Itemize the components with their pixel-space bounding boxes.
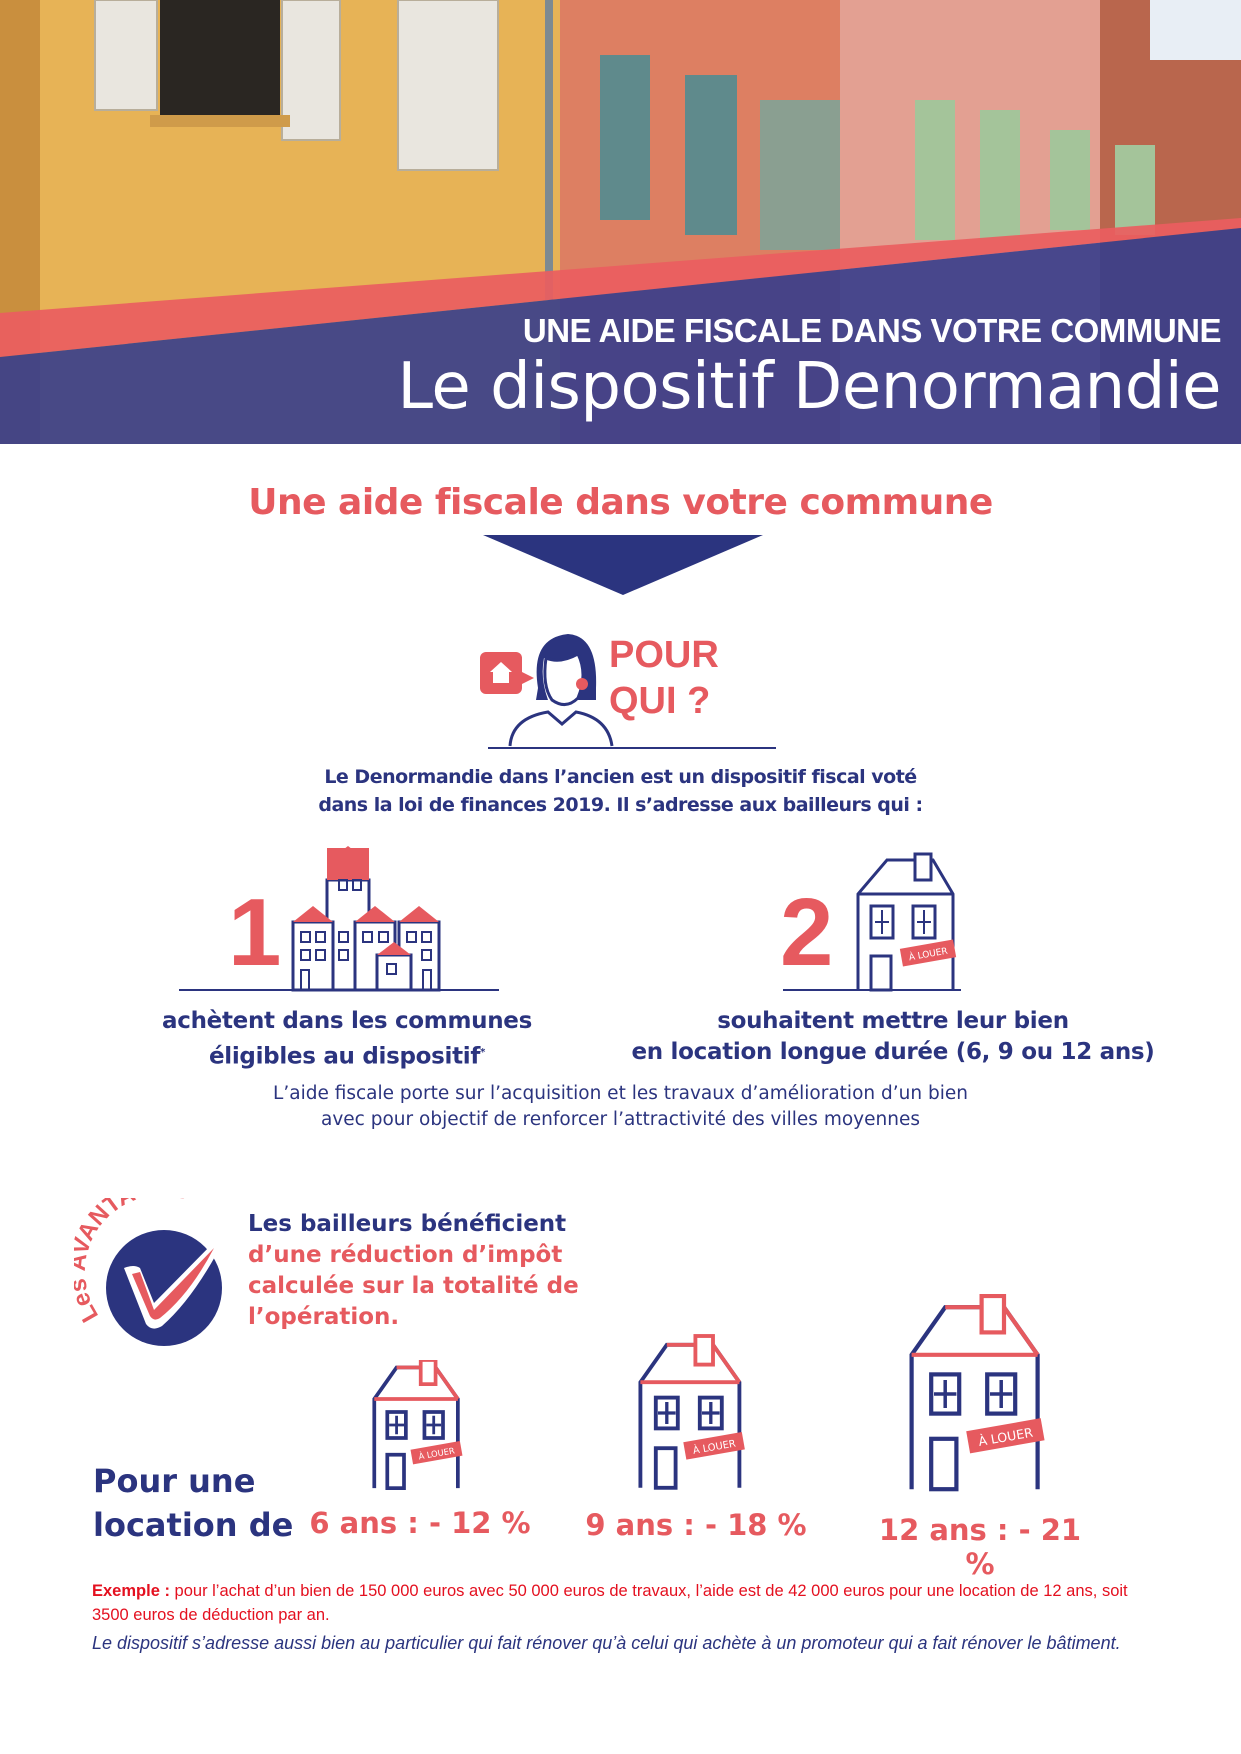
- rate-9-years: 9 ans : - 18 %: [585, 1508, 807, 1542]
- item-1-text: achètent dans les communes éligibles au …: [147, 1006, 547, 1073]
- avantages-line4: l’opération.: [248, 1304, 400, 1330]
- example-body: pour l’achat d’un bien de 150 000 euros …: [92, 1582, 1128, 1624]
- avantages-text: Les bailleurs bénéficient d’une réductio…: [248, 1209, 579, 1333]
- note-line2: avec pour objectif de renforcer l’attrac…: [321, 1109, 920, 1130]
- badge-text-les: Les: [74, 1277, 104, 1327]
- house-12-years-icon: À LOUER: [909, 1294, 1045, 1492]
- location-label-line2: location de: [93, 1506, 294, 1544]
- intro-line2: dans la loi de finances 2019. Il s’adres…: [318, 794, 923, 816]
- note-line1: L’aide fiscale porte sur l’acquisition e…: [273, 1083, 968, 1104]
- item-1-number: 1: [228, 879, 282, 986]
- item-2-line1: souhaitent mettre leur bien: [717, 1008, 1069, 1034]
- house-9-years-icon: À LOUER: [638, 1334, 745, 1490]
- location-label: Pour une location de: [93, 1459, 293, 1547]
- pour-qui-line2: QUI ?: [609, 680, 711, 722]
- house-for-rent-icon: À LOUER: [783, 852, 961, 992]
- item-2-text: souhaitent mettre leur bien en location …: [613, 1006, 1173, 1068]
- footnote-marker: *: [480, 1047, 486, 1058]
- example-label: Exemple :: [92, 1582, 170, 1600]
- example-text: Exemple : pour l’achat d’un bien de 150 …: [92, 1579, 1162, 1627]
- arrow-down-icon: [483, 535, 763, 595]
- intro-line1: Le Denormandie dans l’ancien est un disp…: [324, 766, 917, 788]
- town-buildings-icon: [179, 846, 499, 992]
- avantages-line2: d’une réduction d’impôt: [248, 1242, 563, 1268]
- avantages-check-badge: Les AVANTAGES: [74, 1198, 224, 1346]
- section-subtitle: Une aide fiscale dans votre commune: [248, 482, 993, 523]
- rate-6-years: 6 ans : - 12 %: [309, 1506, 531, 1540]
- aid-note: L’aide fiscale porte sur l’acquisition e…: [0, 1081, 1241, 1133]
- facade-photo: [0, 0, 1241, 444]
- item-2-number: 2: [780, 879, 834, 986]
- hero-kicker: UNE AIDE FISCALE DANS VOTRE COMMUNE: [522, 312, 1222, 349]
- item-2-line2: en location longue durée (6, 9 ou 12 ans…: [631, 1039, 1155, 1065]
- woman-speaking-icon: [480, 634, 776, 749]
- pour-qui-heading: POUR QUI ?: [609, 632, 719, 724]
- avantages-line1: Les bailleurs bénéficient: [248, 1211, 567, 1237]
- footer-note: Le dispositif s’adresse aussi bien au pa…: [92, 1633, 1121, 1653]
- item-1-line1: achètent dans les communes: [162, 1008, 532, 1034]
- item-1-line2: éligibles au dispositif: [208, 1043, 481, 1070]
- avantages-line3: calculée sur la totalité de: [248, 1273, 579, 1299]
- intro-text: Le Denormandie dans l’ancien est un disp…: [0, 763, 1241, 819]
- hero-banner: UNE AIDE FISCALE DANS VOTRE COMMUNE Le d…: [0, 0, 1241, 444]
- rate-12-years: 12 ans : - 21 %: [878, 1513, 1082, 1581]
- pour-qui-line1: POUR: [609, 634, 719, 676]
- hero-title: Le dispositif Denormandie: [397, 350, 1221, 424]
- house-6-years-icon: À LOUER: [372, 1360, 463, 1490]
- location-label-line1: Pour une: [93, 1462, 256, 1500]
